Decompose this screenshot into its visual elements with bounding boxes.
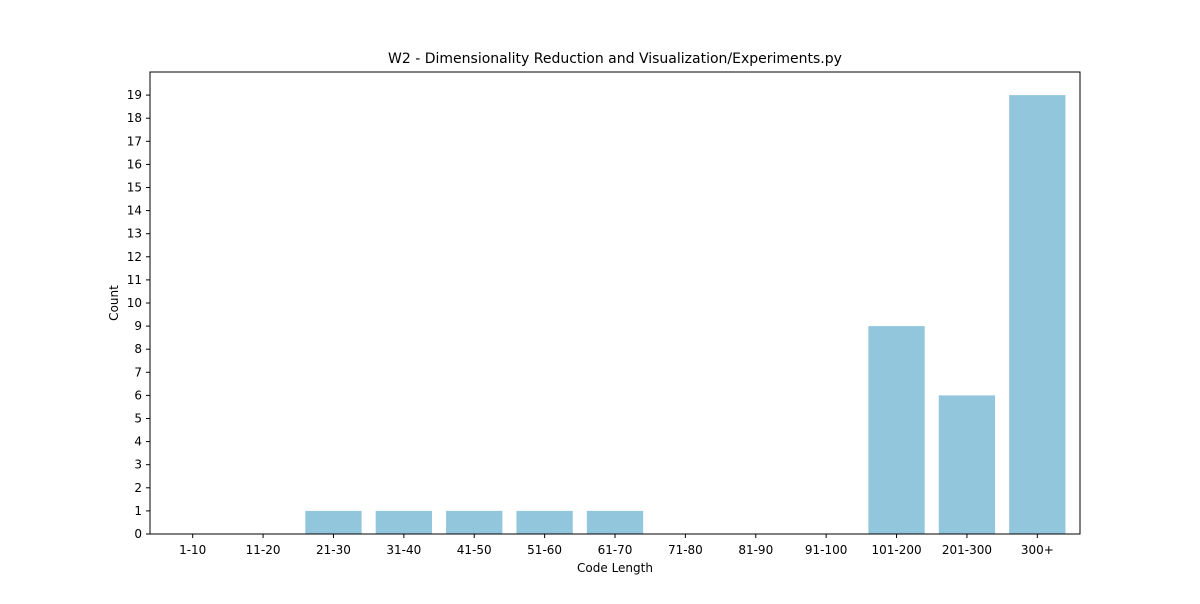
y-tick-label: 13 bbox=[127, 227, 142, 241]
x-tick-label: 41-50 bbox=[457, 543, 492, 557]
y-tick-label: 0 bbox=[134, 527, 142, 541]
plot-frame bbox=[149, 71, 1081, 535]
y-tick-label: 1 bbox=[134, 504, 142, 518]
y-tick-label: 7 bbox=[134, 365, 142, 379]
y-tick-label: 2 bbox=[134, 481, 142, 495]
x-tick-label: 81-90 bbox=[738, 543, 773, 557]
y-tick-label: 6 bbox=[134, 388, 142, 402]
x-axis: 1-10 11-20 21-30 31-40 41-50 51-60 61-70 71-80 8… bbox=[179, 534, 1054, 557]
y-tick-label: 5 bbox=[134, 412, 142, 426]
bar-51-60 bbox=[516, 510, 573, 534]
bar-201-300 bbox=[938, 395, 996, 534]
x-tick-label: 71-80 bbox=[668, 543, 703, 557]
y-tick-label: 10 bbox=[127, 296, 142, 310]
x-tick-label: 51-60 bbox=[527, 543, 562, 557]
x-tick-label: 21-30 bbox=[316, 543, 351, 557]
x-tick-label: 31-40 bbox=[386, 543, 421, 557]
y-tick-label: 4 bbox=[134, 435, 142, 449]
y-tick-label: 19 bbox=[127, 88, 142, 102]
y-tick-label: 15 bbox=[127, 181, 142, 195]
bar-300+ bbox=[1009, 95, 1066, 534]
bars-group bbox=[305, 95, 1066, 534]
y-tick-label: 11 bbox=[127, 273, 142, 287]
x-tick-label: 201-300 bbox=[942, 543, 992, 557]
x-tick-label: 11-20 bbox=[246, 543, 281, 557]
bar-31-40 bbox=[375, 510, 432, 534]
chart-title: W2 - Dimensionality Reduction and Visual… bbox=[388, 51, 842, 67]
y-tick-label: 9 bbox=[134, 319, 142, 333]
y-tick-label: 8 bbox=[134, 342, 142, 356]
x-tick-label: 1-10 bbox=[179, 543, 206, 557]
y-tick-label: 17 bbox=[127, 134, 142, 148]
x-tick-label: 300+ bbox=[1021, 543, 1054, 557]
y-tick-label: 3 bbox=[134, 458, 142, 472]
x-tick-label: 61-70 bbox=[598, 543, 633, 557]
y-tick-label: 12 bbox=[127, 250, 142, 264]
x-tick-label: 91-100 bbox=[805, 543, 848, 557]
bar-61-70 bbox=[586, 510, 644, 534]
y-tick-label: 14 bbox=[127, 204, 142, 218]
y-axis-label: Count bbox=[107, 285, 121, 321]
bar-101-200 bbox=[868, 326, 925, 534]
bar-21-30 bbox=[305, 510, 362, 534]
bar-41-50 bbox=[446, 510, 503, 534]
x-tick-label: 101-200 bbox=[871, 543, 921, 557]
y-tick-label: 16 bbox=[127, 157, 142, 171]
x-axis-label: Code Length bbox=[577, 561, 653, 575]
y-tick-label: 18 bbox=[127, 111, 142, 125]
